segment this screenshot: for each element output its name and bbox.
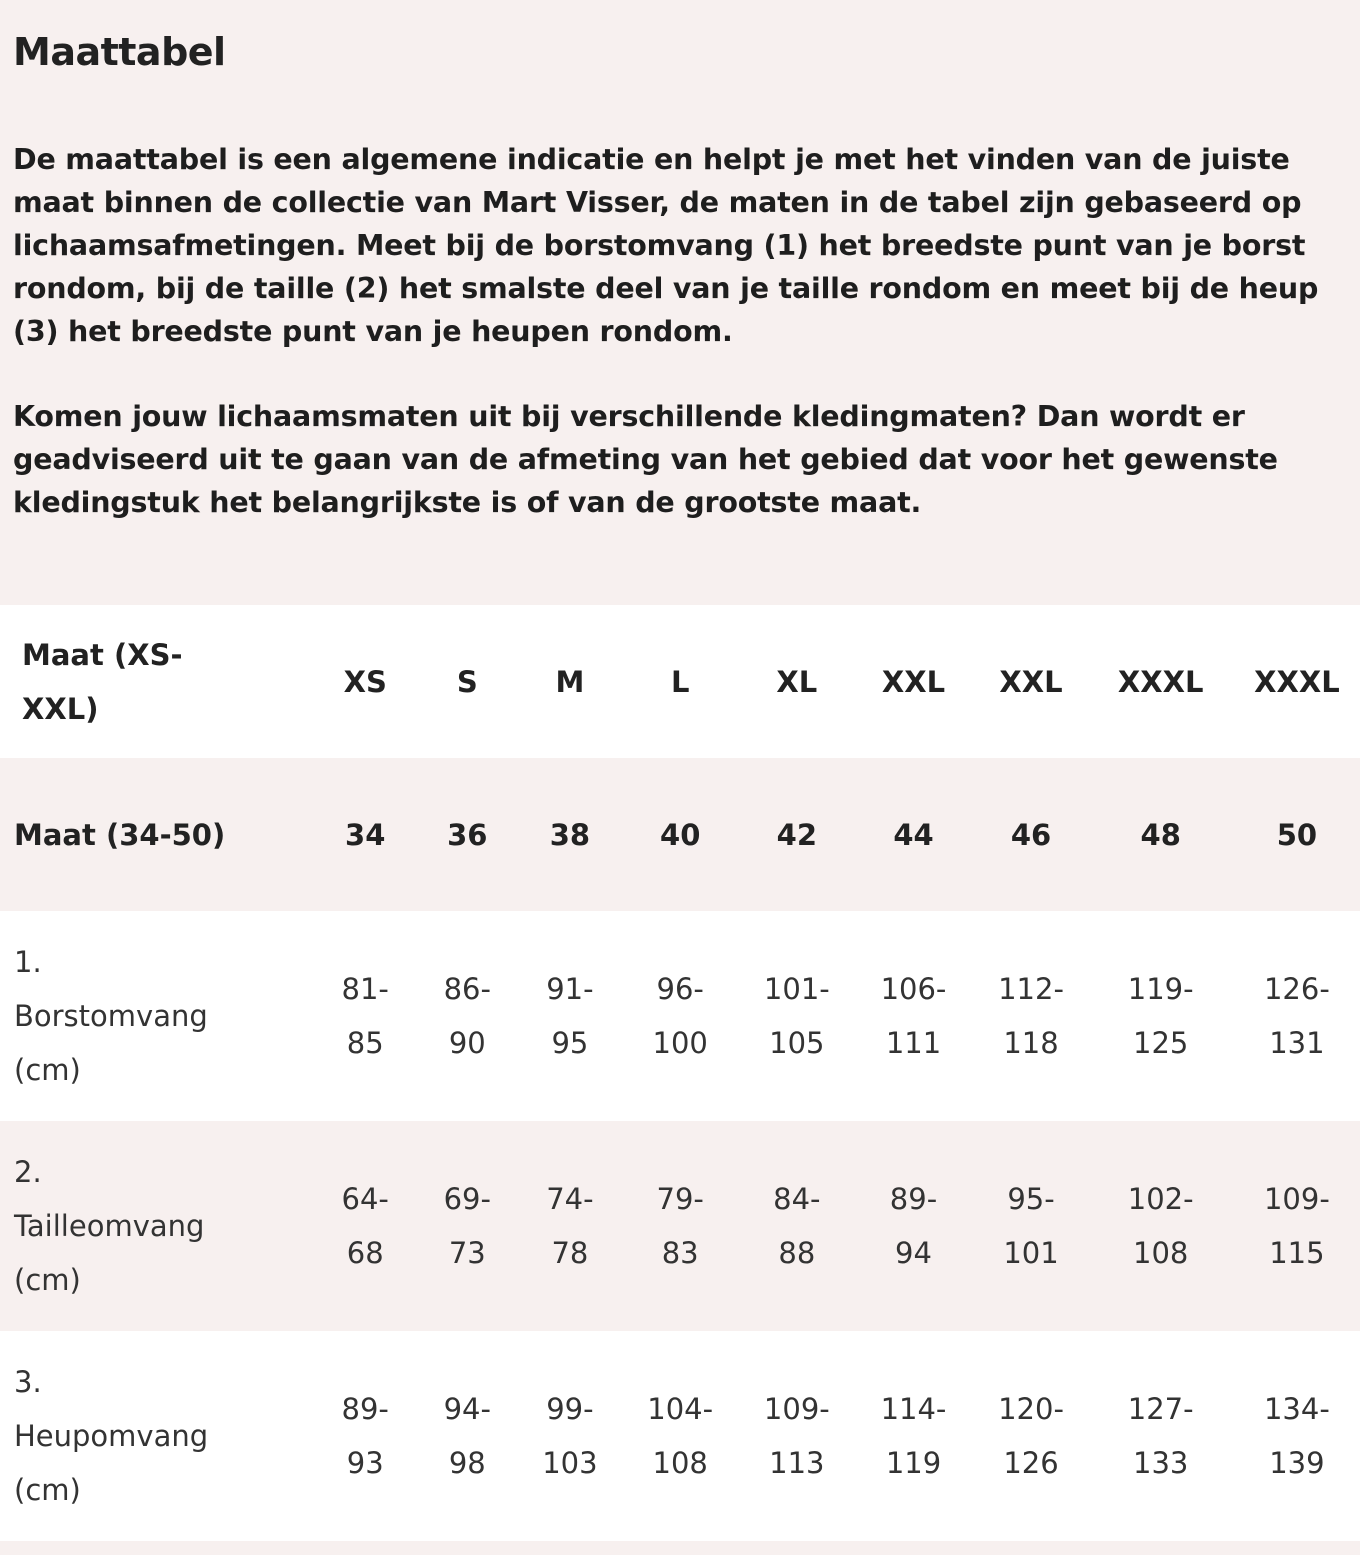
table-cell: 94- 98	[443, 1392, 491, 1480]
table-cell: 119- 125	[1127, 972, 1194, 1060]
table-cell: 89- 94	[889, 1182, 938, 1270]
table-cell: 44	[893, 817, 934, 852]
table-cell: 109- 115	[1263, 1182, 1330, 1270]
table-cell: 114- 119	[880, 1392, 947, 1480]
table-row: 1. Borstomvang (cm) 81- 85 86- 90 91- 95 96- 100 10…	[0, 911, 1360, 1121]
table-cell: L	[670, 664, 690, 699]
table-cell: 134- 139	[1263, 1392, 1330, 1480]
table-cell: 84- 88	[773, 1182, 821, 1270]
table-cell: 34	[345, 817, 386, 852]
table-row: 2. Tailleomvang (cm) 64- 68 69- 73 74- 78 79- 83 84…	[0, 1121, 1360, 1331]
row-label: Maat (34-50)	[14, 817, 226, 852]
table-cell: XL	[776, 664, 818, 699]
page-title: Maattabel	[13, 30, 226, 74]
table-cell: 112- 118	[998, 972, 1064, 1060]
table-cell: 86- 90	[443, 972, 491, 1060]
table-cell: XXXL	[1117, 664, 1204, 699]
table-row: 3. Heupomvang (cm) 89- 93 94- 98 99- 103 104- 108 1…	[0, 1331, 1360, 1541]
size-table: Maat (XS-XXL) XS S M L XL XXL XXL XXXL XXXL Maat (…	[0, 605, 1360, 1541]
intro-paragraph: De maattabel is een algemene indicatie e…	[13, 143, 1319, 348]
table-cell: 48	[1140, 817, 1181, 852]
table-cell: 42	[776, 817, 818, 852]
table-cell: 89- 93	[341, 1392, 389, 1480]
table-cell: 104- 108	[647, 1392, 714, 1480]
table-cell: 81- 85	[341, 972, 389, 1060]
advice-paragraph: Komen jouw lichaamsmaten uit bij verschi…	[13, 400, 1278, 519]
table-cell: M	[555, 664, 585, 699]
table-cell: 40	[660, 817, 701, 852]
row-label: 1. Borstomvang (cm)	[14, 945, 208, 1087]
table-cell: 102- 108	[1127, 1182, 1194, 1270]
table-cell: S	[456, 664, 478, 699]
table-cell: 36	[447, 817, 488, 852]
table-cell: 101- 105	[763, 972, 830, 1060]
row-label: 3. Heupomvang (cm)	[14, 1365, 209, 1507]
table-cell: 69- 73	[443, 1182, 491, 1270]
table-cell: 74- 78	[546, 1182, 594, 1270]
table-cell: 109- 113	[763, 1392, 830, 1480]
table-cell: 79- 83	[656, 1182, 704, 1270]
table-cell: 126- 131	[1263, 972, 1330, 1060]
table-cell: 127- 133	[1127, 1392, 1194, 1480]
table-cell: 38	[549, 817, 591, 852]
table-cell: 46	[1010, 817, 1052, 852]
table-cell: 99- 103	[542, 1392, 598, 1480]
table-cell: XXXL	[1254, 664, 1340, 699]
table-cell: 106- 111	[880, 972, 947, 1060]
table-cell: XS	[343, 664, 387, 699]
table-cell: 50	[1276, 817, 1318, 852]
table-row: Maat (XS-XXL) XS S M L XL XXL XXL XXXL XXXL	[0, 605, 1360, 758]
table-cell: XXL	[881, 664, 946, 699]
table-cell: 96- 100	[652, 972, 708, 1060]
row-label: 2. Tailleomvang (cm)	[14, 1155, 205, 1297]
table-cell: 120- 126	[998, 1392, 1064, 1480]
table-row: Maat (34-50) 34 36 38 40 42 44 46 48 50	[0, 758, 1360, 911]
row-label: Maat (XS-XXL)	[22, 637, 183, 726]
table-cell: XXL	[999, 664, 1063, 699]
table-cell: 95- 101	[1003, 1182, 1059, 1270]
table-cell: 91- 95	[546, 972, 594, 1060]
table-cell: 64- 68	[341, 1182, 389, 1270]
